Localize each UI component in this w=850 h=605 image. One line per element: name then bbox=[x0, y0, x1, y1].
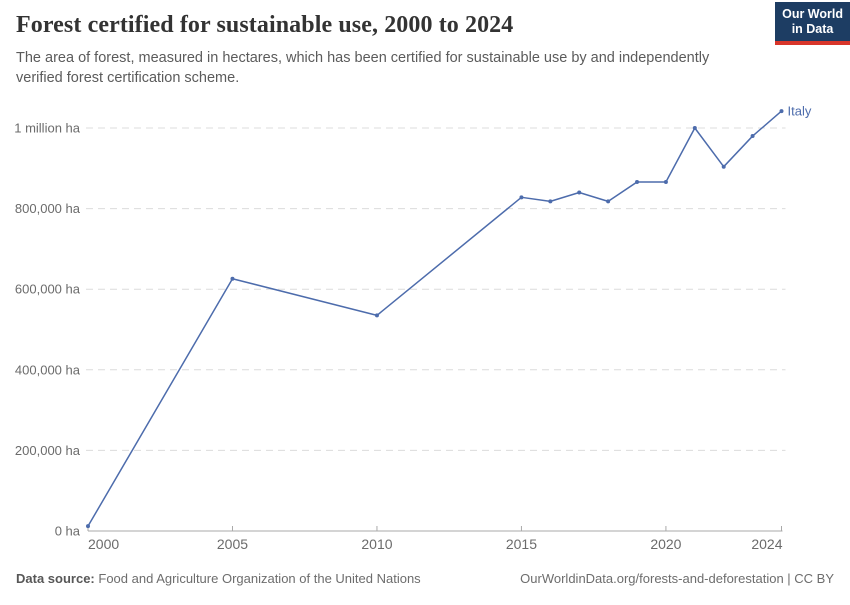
data-source-text: Food and Agriculture Organization of the… bbox=[98, 571, 421, 586]
owid-logo-line2: in Data bbox=[791, 22, 834, 37]
data-point-marker[interactable] bbox=[519, 195, 524, 200]
data-point-marker[interactable] bbox=[577, 190, 582, 195]
y-axis-tick-label: 200,000 ha bbox=[15, 443, 81, 458]
attribution-link[interactable]: OurWorldinData.org/forests-and-deforesta… bbox=[520, 571, 834, 586]
x-axis-tick-label: 2015 bbox=[506, 536, 537, 552]
data-point-marker[interactable] bbox=[663, 180, 668, 185]
chart-footer: Data source: Food and Agriculture Organi… bbox=[16, 571, 834, 586]
y-axis-tick-label: 600,000 ha bbox=[15, 282, 81, 297]
chart-header: Forest certified for sustainable use, 20… bbox=[16, 12, 834, 88]
y-axis-tick-label: 0 ha bbox=[55, 524, 81, 539]
chart-subtitle: The area of forest, measured in hectares… bbox=[16, 49, 710, 86]
data-source-label: Data source: bbox=[16, 571, 95, 586]
y-axis-tick-label: 1 million ha bbox=[14, 121, 81, 136]
x-axis-tick-label: 2005 bbox=[217, 536, 248, 552]
owid-logo[interactable]: Our World in Data bbox=[775, 2, 850, 45]
data-point-marker[interactable] bbox=[779, 109, 784, 114]
y-axis-tick-label: 800,000 ha bbox=[15, 201, 81, 216]
data-point-marker[interactable] bbox=[230, 276, 235, 281]
owid-logo-line1: Our World bbox=[782, 7, 843, 21]
x-axis-tick-label: 2020 bbox=[650, 536, 681, 552]
data-point-marker[interactable] bbox=[606, 199, 611, 204]
data-point-marker[interactable] bbox=[692, 126, 697, 130]
data-point-marker[interactable] bbox=[721, 164, 726, 169]
x-axis-tick-label: 2024 bbox=[751, 536, 782, 552]
page-title: Forest certified for sustainable use, 20… bbox=[16, 12, 514, 38]
series-line bbox=[87, 110, 783, 527]
y-axis-tick-label: 400,000 ha bbox=[15, 362, 81, 377]
data-source: Data source: Food and Agriculture Organi… bbox=[16, 571, 421, 586]
data-point-marker[interactable] bbox=[750, 134, 755, 139]
x-axis-tick-label: 2010 bbox=[361, 536, 392, 552]
data-point-marker[interactable] bbox=[548, 199, 553, 204]
series-label[interactable]: Italy bbox=[788, 104, 812, 119]
data-point-marker[interactable] bbox=[635, 180, 640, 185]
x-axis-tick-label: 2000 bbox=[88, 536, 119, 552]
data-point-marker[interactable] bbox=[86, 524, 90, 529]
data-point-marker[interactable] bbox=[374, 313, 379, 318]
